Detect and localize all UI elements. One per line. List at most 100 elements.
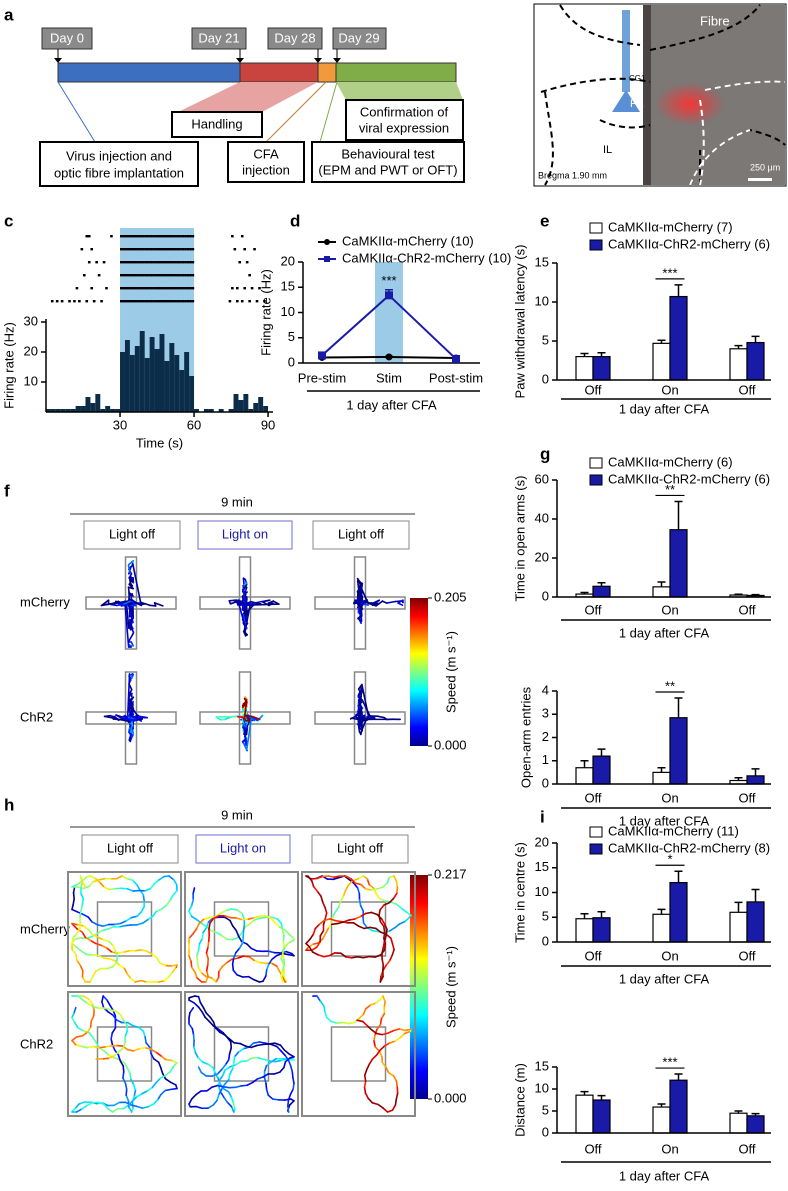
spike	[184, 235, 187, 238]
trajectory	[380, 1012, 386, 1020]
trajectory	[242, 578, 245, 586]
trajectory	[210, 977, 217, 983]
trajectory	[201, 1061, 209, 1066]
error-bar	[734, 901, 743, 913]
y-tick-label: 60	[535, 471, 549, 486]
trajectory	[71, 922, 79, 926]
trajectory	[265, 963, 270, 971]
trajectory	[75, 1108, 83, 1113]
trajectory	[305, 938, 311, 945]
spike	[127, 300, 131, 303]
spike	[159, 248, 163, 251]
trajectory	[386, 1109, 394, 1113]
image-label: IL	[603, 144, 612, 156]
panel-label: i	[540, 807, 545, 826]
trajectory	[256, 1043, 264, 1047]
trajectory	[403, 1030, 412, 1035]
trajectory	[248, 955, 255, 962]
trajectory	[274, 1059, 283, 1063]
trajectory	[86, 1026, 92, 1033]
condition-label: Light on	[222, 526, 268, 541]
day-label: Day 28	[274, 30, 315, 45]
x-tick-label: 30	[113, 417, 127, 432]
trajectory	[355, 716, 365, 719]
trajectory	[108, 940, 114, 947]
bar	[652, 586, 671, 598]
trajectory	[115, 1044, 124, 1047]
trajectory	[323, 918, 331, 922]
trajectory	[126, 673, 131, 721]
spike	[149, 274, 153, 277]
trajectory	[252, 1041, 261, 1044]
spike	[161, 248, 165, 251]
trajectory	[357, 875, 365, 880]
spike	[228, 300, 232, 303]
trajectory	[385, 1066, 390, 1074]
arena	[301, 871, 416, 987]
bar	[652, 771, 671, 785]
trajectory	[250, 600, 260, 605]
trajectory	[288, 1099, 295, 1106]
trajectory	[94, 967, 102, 973]
trajectory	[153, 602, 164, 607]
error-bar	[674, 500, 683, 530]
histogram-bar	[263, 406, 269, 412]
trajectory	[244, 604, 254, 615]
trajectory	[197, 1056, 204, 1063]
spike	[189, 274, 192, 277]
spike	[161, 300, 165, 303]
trajectory	[356, 580, 364, 585]
y-tick-label: 20	[24, 343, 38, 358]
trajectory	[275, 965, 281, 973]
spike	[85, 300, 89, 303]
colorbar-tick-label: 0.000	[434, 737, 467, 752]
trajectory	[129, 624, 135, 634]
trajectory	[387, 1029, 395, 1034]
trajectory	[358, 701, 363, 709]
trajectory	[287, 953, 295, 957]
spike	[164, 300, 168, 303]
trajectory	[200, 971, 207, 978]
trajectory	[170, 964, 178, 967]
spike	[139, 235, 143, 238]
panel-label: e	[540, 211, 549, 230]
trajectory	[80, 903, 84, 912]
error-bar	[751, 1112, 760, 1116]
trajectory	[287, 1099, 290, 1107]
trajectory	[312, 885, 319, 893]
trajectory	[356, 580, 360, 589]
y-axis-label: Distance (m)	[512, 1063, 527, 1137]
trajectory	[240, 1060, 248, 1063]
histogram-bar	[139, 331, 145, 412]
trajectory	[370, 888, 378, 891]
trajectory	[312, 927, 317, 935]
trajectory	[332, 876, 340, 881]
trajectory	[114, 922, 122, 926]
arena-centre	[213, 901, 270, 957]
trajectory	[115, 1019, 123, 1024]
trajectory	[244, 1045, 253, 1049]
trajectory	[155, 1077, 162, 1084]
trajectory	[126, 972, 132, 980]
arena	[67, 871, 182, 987]
y-tick-label: 0	[542, 775, 549, 790]
trajectory	[311, 942, 320, 946]
group-label: ChR2	[20, 709, 53, 724]
legend-marker	[324, 239, 330, 245]
trajectory	[209, 917, 215, 925]
trajectory	[127, 1099, 134, 1106]
expression	[655, 82, 725, 126]
error-bar	[580, 591, 589, 595]
trajectory	[292, 1082, 295, 1090]
trajectory	[284, 1057, 291, 1063]
spike	[189, 287, 192, 290]
trajectory	[223, 1096, 229, 1103]
group-label: 1 day after CFA	[619, 1168, 710, 1183]
trajectory	[359, 904, 365, 912]
fibre-icon	[622, 10, 630, 92]
trajectory	[371, 929, 380, 933]
spike	[248, 300, 251, 303]
trajectory	[390, 937, 394, 945]
trajectory	[348, 918, 356, 921]
trajectory	[227, 1052, 231, 1061]
